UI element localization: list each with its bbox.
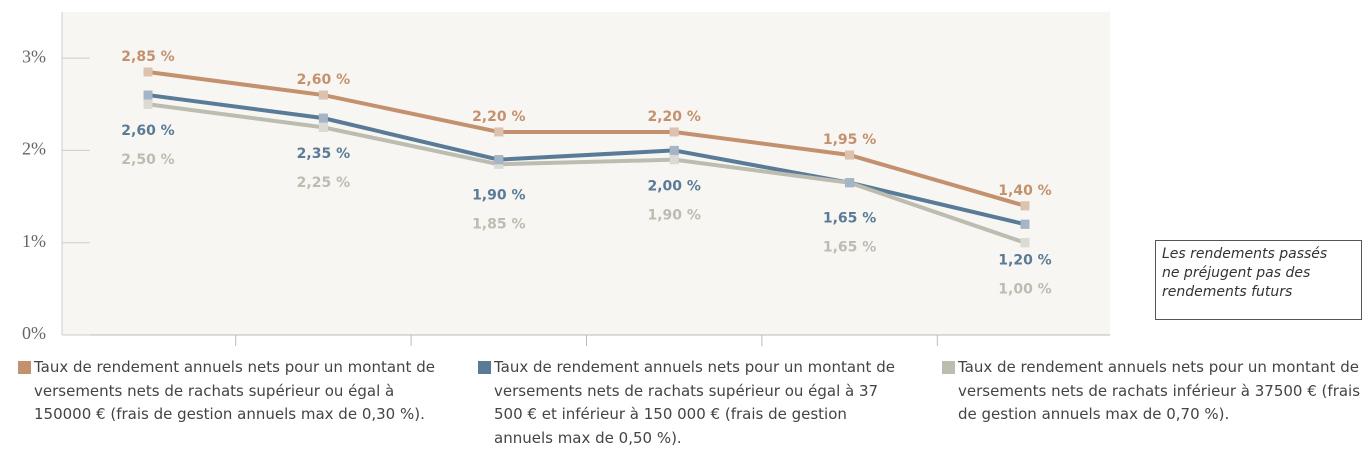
legend-swatch xyxy=(18,361,31,374)
legend-label: Taux de rendement annuels nets pour un m… xyxy=(494,358,895,447)
y-tick-label: 2% xyxy=(22,139,46,159)
value-label: 2,20 % xyxy=(472,109,525,125)
marker-highlight xyxy=(143,99,153,109)
marker xyxy=(1020,201,1030,211)
x-tick-label: 2018 xyxy=(832,348,868,350)
marker-highlight xyxy=(669,145,679,155)
y-tick-label: 3% xyxy=(22,46,46,66)
marker-highlight xyxy=(143,90,153,100)
legend-swatch xyxy=(942,361,955,374)
legend-item: Taux de rendement annuels nets pour un m… xyxy=(942,356,1362,427)
marker-highlight xyxy=(318,90,328,100)
value-label: 1,20 % xyxy=(998,252,1051,268)
value-label: 1,90 % xyxy=(472,188,525,204)
marker xyxy=(845,150,855,160)
marker xyxy=(143,99,153,109)
series-line xyxy=(147,70,1026,208)
marker-highlight xyxy=(494,159,504,169)
marker xyxy=(143,90,153,100)
y-tick-label: 1% xyxy=(22,231,46,251)
marker-highlight xyxy=(669,127,679,137)
note-line: rendements futurs xyxy=(1162,284,1293,300)
marker xyxy=(669,155,679,165)
value-label: 1,65 % xyxy=(823,240,876,256)
note: Les rendements passés ne préjugent pas d… xyxy=(1155,240,1362,320)
marker-highlight xyxy=(318,113,328,123)
marker xyxy=(669,127,679,137)
marker-highlight xyxy=(494,155,504,165)
value-label: 1,00 % xyxy=(998,281,1051,297)
marker-highlight xyxy=(669,155,679,165)
value-label: 1,90 % xyxy=(647,207,700,223)
x-tick-label: 2016 xyxy=(481,348,517,350)
marker xyxy=(1020,238,1030,248)
marker xyxy=(845,178,855,188)
plot-background xyxy=(62,12,1110,335)
marker xyxy=(494,155,504,165)
value-label: 1,85 % xyxy=(472,217,525,233)
marker xyxy=(318,122,328,132)
marker xyxy=(494,159,504,169)
marker-highlight xyxy=(1020,238,1030,248)
value-label: 2,00 % xyxy=(647,178,700,194)
x-tick-label: 2019 xyxy=(1007,348,1043,350)
series-line xyxy=(147,102,1026,245)
value-label: 2,85 % xyxy=(121,49,174,65)
x-tick-label: 2014 xyxy=(130,348,166,350)
note-line: ne préjugent pas des xyxy=(1162,265,1311,281)
marker xyxy=(494,127,504,137)
marker xyxy=(143,67,153,77)
marker-highlight xyxy=(1020,201,1030,211)
value-label: 1,65 % xyxy=(823,211,876,227)
legend-label: Taux de rendement annuels nets pour un m… xyxy=(34,358,435,423)
legend-swatch xyxy=(478,361,491,374)
note-line: Les rendements passés xyxy=(1162,246,1328,262)
marker xyxy=(669,145,679,155)
marker-highlight xyxy=(845,150,855,160)
value-label: 2,50 % xyxy=(121,152,174,168)
series-line xyxy=(147,93,1026,227)
marker-highlight xyxy=(494,127,504,137)
y-tick-label: 0% xyxy=(22,323,46,343)
marker-highlight xyxy=(1020,219,1030,229)
x-tick-label: 2017 xyxy=(656,348,692,350)
legend-item: Taux de rendement annuels nets pour un m… xyxy=(18,356,438,427)
marker-highlight xyxy=(845,178,855,188)
legend-item: Taux de rendement annuels nets pour un m… xyxy=(478,356,898,450)
value-label: 1,95 % xyxy=(823,132,876,148)
value-label: 1,40 % xyxy=(998,183,1051,199)
chart: 0% 1% 2% 3% 2014 2015 2016 2017 2018 2019 2,85 % 2,… xyxy=(22,12,1110,350)
value-label: 2,20 % xyxy=(647,109,700,125)
x-tick-label: 2015 xyxy=(305,348,341,350)
marker xyxy=(318,113,328,123)
marker xyxy=(1020,219,1030,229)
value-label: 2,35 % xyxy=(297,146,350,162)
value-label: 2,60 % xyxy=(121,123,174,139)
marker xyxy=(318,90,328,100)
legend-label: Taux de rendement annuels nets pour un m… xyxy=(958,358,1361,423)
marker-highlight xyxy=(318,122,328,132)
marker-highlight xyxy=(143,67,153,77)
value-label: 2,25 % xyxy=(297,175,350,191)
value-label: 2,60 % xyxy=(297,72,350,88)
